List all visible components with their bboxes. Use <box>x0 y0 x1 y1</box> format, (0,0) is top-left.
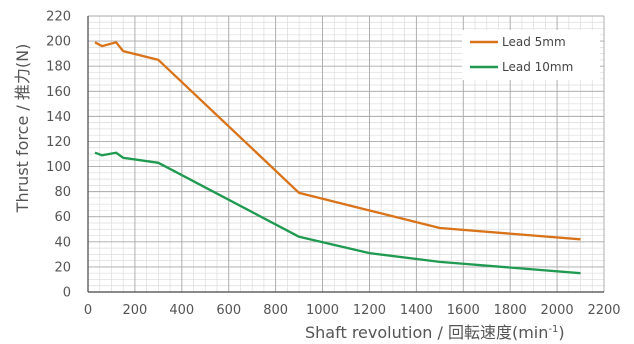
legend-label-lead-5mm: Lead 5mm <box>502 35 566 49</box>
x-tick-label: 600 <box>216 303 241 318</box>
series-lines <box>94 41 581 275</box>
y-tick-labels: 0 20 40 60 80 100 120 140 160 180 200 220 <box>46 10 71 301</box>
y-tick-label: 140 <box>46 110 71 125</box>
x-tick-label: 200 <box>122 303 147 318</box>
y-tick-label: 120 <box>46 135 71 150</box>
x-tick-label: 400 <box>169 303 194 318</box>
y-tick-label: 220 <box>46 10 71 25</box>
x-tick-labels: 0 200 400 600 800 1000 1200 1400 1600 1800 2000 220… <box>84 303 621 318</box>
x-tick-label: 1000 <box>306 303 339 318</box>
y-tick-label: 80 <box>54 185 71 200</box>
legend-label-lead-10mm: Lead 10mm <box>502 60 573 74</box>
y-tick-label: 0 <box>63 286 71 301</box>
y-axis-title: Thrust force / 推力(N) <box>13 44 32 214</box>
y-tick-label: 160 <box>46 85 71 100</box>
x-tick-label: 2200 <box>587 303 620 318</box>
x-tick-label: 2000 <box>541 303 574 318</box>
x-tick-label: 1200 <box>353 303 386 318</box>
legend: Lead 5mm Lead 10mm <box>462 30 600 80</box>
y-tick-label: 20 <box>54 260 71 275</box>
x-tick-label: 1600 <box>447 303 480 318</box>
x-axis-title: Shaft revolution / 回転速度(min-1) <box>305 323 565 342</box>
series-line-lead-10mm <box>94 151 581 275</box>
x-axis-title-unit-sup: -1 <box>548 324 558 335</box>
x-axis-title-unit-close: ) <box>558 323 564 342</box>
x-tick-label: 800 <box>263 303 288 318</box>
x-axis-title-unit: (min <box>512 323 548 342</box>
y-tick-label: 200 <box>46 35 71 50</box>
y-tick-label: 40 <box>54 235 71 250</box>
x-tick-label: 1400 <box>400 303 433 318</box>
y-tick-label: 60 <box>54 210 71 225</box>
x-axis-title-main: Shaft revolution / 回転速度 <box>305 323 512 342</box>
x-tick-label: 1800 <box>494 303 527 318</box>
axes <box>87 16 604 293</box>
series-line-lead-5mm <box>94 41 581 241</box>
legend-box <box>462 30 600 80</box>
y-tick-label: 180 <box>46 60 71 75</box>
y-tick-label: 100 <box>46 160 71 175</box>
x-tick-label: 0 <box>84 303 92 318</box>
